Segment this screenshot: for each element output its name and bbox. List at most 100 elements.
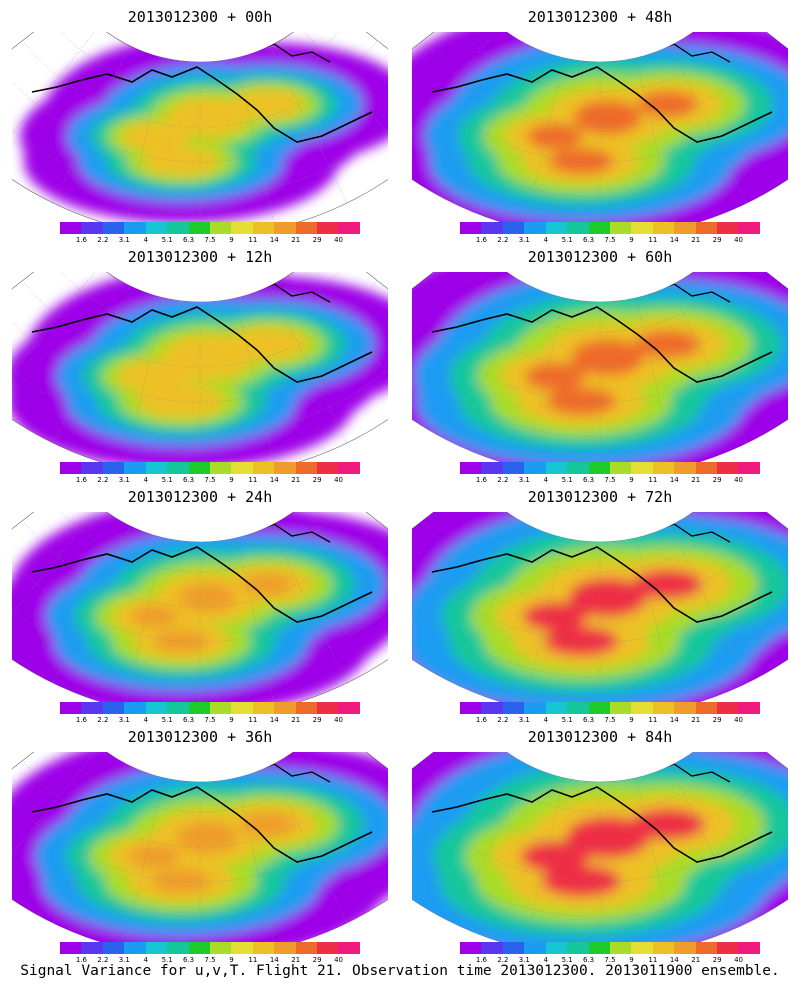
panel-title: 2013012300 + 48h	[527, 8, 673, 26]
colorbar-label: 4	[143, 716, 148, 724]
colorbar-swatch	[124, 942, 146, 954]
colorbar-label: 5.1	[561, 476, 573, 484]
colorbar-swatch	[252, 702, 275, 714]
panel-title: 2013012300 + 12h	[127, 248, 273, 266]
colorbar-label: 5.1	[561, 716, 573, 724]
colorbar-swatch	[338, 702, 360, 714]
colorbar-label: 40	[334, 956, 344, 964]
colorbar-swatch	[674, 702, 696, 714]
colorbar-labels: 1.6 2.2 3.1 4 5.1 6.3 7.5 9 11 14 21 29 40	[60, 716, 360, 726]
colorbar-label: 4	[543, 956, 548, 964]
colorbar-swatch	[274, 942, 296, 954]
colorbar-label: 21	[291, 236, 301, 244]
forecast-panel: 2013012300 + 36h 1.6 2.2 3.1 4 5.1 6.3 7.5 9 11 14…	[0, 720, 400, 970]
colorbar-swatch	[631, 462, 653, 474]
colorbar-label: 14	[269, 716, 279, 724]
colorbar-label: 29	[712, 476, 722, 484]
colorbar-swatch	[609, 942, 632, 954]
colorbar-swatch	[252, 222, 275, 234]
colorbar-swatch	[460, 702, 482, 714]
colorbar-label: 6.3	[582, 716, 595, 724]
colorbar-label: 3.1	[118, 476, 130, 484]
colorbar-swatch	[317, 942, 339, 954]
colorbar-label: 2.2	[497, 716, 509, 724]
colorbar-swatch	[738, 942, 760, 954]
panel-title: 2013012300 + 60h	[527, 248, 673, 266]
coastline	[31, 66, 373, 143]
colorbar-swatch	[167, 462, 189, 474]
colorbar-swatch	[274, 462, 296, 474]
colorbar-labels: 1.6 2.2 3.1 4 5.1 6.3 7.5 9 11 14 21 29 40	[460, 476, 760, 486]
colorbar-label: 7.5	[604, 956, 616, 964]
colorbar-label: 3.1	[118, 716, 130, 724]
colorbar	[460, 462, 760, 474]
colorbar-label: 29	[312, 236, 322, 244]
colorbar-swatch	[167, 942, 189, 954]
colorbar-label: 2.2	[497, 236, 509, 244]
colorbar-swatch	[102, 222, 125, 234]
colorbar-label: 4	[543, 236, 548, 244]
colorbar-swatch	[460, 462, 482, 474]
colorbar-label: 21	[691, 956, 701, 964]
colorbar	[460, 222, 760, 234]
colorbar-swatch	[695, 462, 718, 474]
colorbar-swatch	[317, 702, 339, 714]
variance-map	[12, 752, 388, 942]
panel-title: 2013012300 + 84h	[527, 728, 673, 746]
colorbar-swatch	[145, 702, 168, 714]
colorbar-swatch	[588, 702, 610, 714]
variance-field	[12, 512, 388, 702]
colorbar-swatch	[631, 702, 653, 714]
graticule	[412, 272, 788, 462]
colorbar-label: 21	[291, 716, 301, 724]
colorbar-label: 4	[543, 716, 548, 724]
coastline	[31, 306, 373, 383]
colorbar-swatch	[102, 462, 125, 474]
colorbar-swatch	[502, 942, 525, 954]
colorbar-label: 40	[334, 236, 344, 244]
variance-map	[12, 512, 388, 702]
figure-caption: Signal Variance for u,v,T. Flight 21. Ob…	[20, 963, 780, 979]
colorbar-label: 5.1	[161, 236, 173, 244]
colorbar-swatch	[124, 222, 146, 234]
colorbar-swatch	[209, 462, 232, 474]
colorbar-label: 11	[248, 236, 258, 244]
colorbar-swatch	[695, 702, 718, 714]
colorbar-swatch	[231, 222, 253, 234]
colorbar-label: 3.1	[118, 236, 130, 244]
coastline	[31, 786, 373, 863]
coastline	[31, 546, 373, 623]
colorbar-swatch	[231, 942, 253, 954]
panel-title: 2013012300 + 36h	[127, 728, 273, 746]
colorbar-swatch	[717, 942, 739, 954]
colorbar-label: 9	[229, 716, 234, 724]
colorbar-label: 6.3	[182, 236, 195, 244]
forecast-panel: 2013012300 + 24h 1.6 2.2 3.1 4 5.1 6.3 7.5 9 11 14…	[0, 480, 400, 730]
colorbar-label: 1.6	[475, 236, 487, 244]
colorbar-label: 5.1	[161, 956, 173, 964]
colorbar-swatch	[60, 702, 82, 714]
colorbar-label: 14	[269, 236, 279, 244]
colorbar-label: 29	[312, 476, 322, 484]
colorbar-label: 7.5	[204, 716, 216, 724]
colorbar-swatch	[145, 222, 168, 234]
colorbar-swatch	[695, 222, 718, 234]
colorbar-label: 7.5	[604, 716, 616, 724]
variance-map	[412, 272, 788, 462]
variance-map	[12, 32, 388, 222]
colorbar-swatch	[167, 702, 189, 714]
colorbar-label: 40	[734, 956, 744, 964]
variance-map	[412, 32, 788, 222]
colorbar-swatch	[295, 222, 318, 234]
variance-field	[412, 272, 788, 462]
colorbar-swatch	[588, 462, 610, 474]
colorbar-label: 21	[291, 476, 301, 484]
colorbar-swatch	[481, 942, 503, 954]
colorbar-swatch	[738, 222, 760, 234]
colorbar-swatch	[652, 942, 675, 954]
colorbar-label: 2.2	[497, 956, 509, 964]
colorbar-swatch	[60, 462, 82, 474]
colorbar-labels: 1.6 2.2 3.1 4 5.1 6.3 7.5 9 11 14 21 29 40	[60, 476, 360, 486]
colorbar-label: 11	[248, 476, 258, 484]
colorbar-swatch	[652, 702, 675, 714]
